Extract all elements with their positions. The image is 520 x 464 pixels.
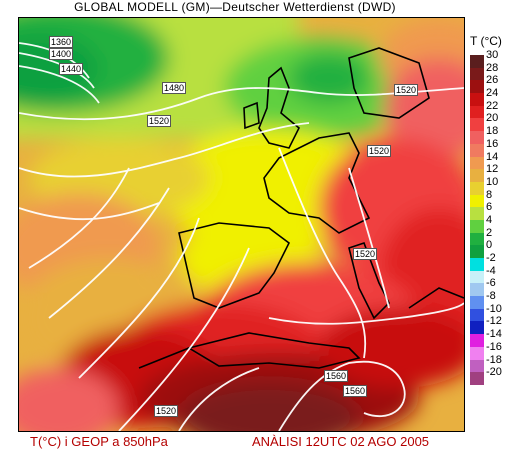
legend-row: 14: [470, 151, 520, 170]
legend-swatch: [470, 131, 484, 144]
legend-row: -18: [470, 354, 520, 373]
legend-row: 10: [470, 176, 520, 195]
legend-label: 16: [486, 137, 499, 150]
legend-label: 22: [486, 99, 499, 112]
legend-swatch: [470, 258, 484, 271]
legend-label: 18: [486, 125, 499, 138]
legend-swatch: [470, 321, 484, 335]
legend-swatch: [470, 93, 484, 106]
legend-swatch: [470, 245, 484, 258]
legend-swatch: [470, 283, 484, 297]
legend-label: 28: [486, 61, 499, 74]
legend-row: 26: [470, 74, 520, 94]
legend-swatch: [470, 194, 484, 208]
legend-swatch: [470, 169, 484, 182]
legend-row: 28: [470, 62, 520, 81]
legend-row: 22: [470, 100, 520, 119]
legend-row: 20: [470, 112, 520, 132]
legend-row: -14: [470, 328, 520, 347]
legend-label: 24: [486, 87, 499, 100]
legend-row: 30: [470, 49, 520, 68]
legend-label: -2: [486, 252, 496, 264]
legend-swatch: [470, 118, 484, 132]
contour-label: 1520: [154, 405, 179, 417]
legend-row: 18: [470, 125, 520, 144]
legend-swatch: [470, 143, 484, 157]
legend-label: -16: [486, 340, 502, 353]
contour-label: 1360: [49, 36, 74, 48]
legend-row: 6: [470, 201, 520, 220]
legend-row: -10: [470, 303, 520, 322]
legend-swatch: [470, 181, 484, 195]
legend-label: 10: [486, 175, 499, 188]
contour-label: 1520: [394, 84, 419, 96]
legend-row: 16: [470, 138, 520, 157]
contour-label: 1560: [343, 385, 368, 397]
legend-row: 24: [470, 87, 520, 106]
legend-label: 2: [486, 226, 493, 239]
legend-swatch: [470, 80, 484, 94]
legend-swatch: [470, 359, 484, 373]
legend-row: -8: [470, 290, 520, 309]
legend-title: T (°C): [470, 34, 502, 48]
legend-label: 14: [486, 150, 499, 163]
legend-swatch: [470, 55, 484, 68]
legend-swatch: [470, 67, 484, 81]
legend-swatch: [470, 308, 484, 322]
contour-label: 1480: [162, 82, 187, 94]
legend-label: -12: [486, 315, 502, 328]
legend-row: -2: [470, 252, 520, 271]
legend-row: -12: [470, 315, 520, 335]
contour-label: 1560: [324, 370, 349, 382]
contour-label: 1520: [367, 145, 392, 157]
legend-label: 8: [486, 188, 493, 201]
legend-row: 12: [470, 163, 520, 182]
legend-label: 12: [486, 163, 499, 176]
footer-variable: T(°C) i GEOP a 850hPa: [30, 434, 168, 449]
legend-row: -20: [470, 366, 520, 385]
legend-label: -8: [486, 290, 496, 303]
contour-label: 1400: [49, 48, 74, 60]
legend-swatch: [470, 296, 484, 309]
legend-label: -18: [486, 353, 502, 366]
temperature-legend: 30 28 26 24 22 20 18 16 14 12 10 8 6 4 2 0 -2 -4 -6 -8 -10 -1…: [470, 49, 520, 385]
legend-swatch: [470, 219, 484, 233]
legend-row: 2: [470, 227, 520, 246]
legend-swatch: [470, 372, 484, 385]
footer-analysis-time: ANÀLISI 12UTC 02 AGO 2005: [252, 434, 430, 449]
legend-label: 4: [486, 213, 493, 226]
map-canvas: [19, 18, 464, 431]
legend-row: -6: [470, 277, 520, 297]
contour-label: 1520: [147, 115, 172, 127]
contour-label: 1440: [59, 63, 84, 75]
legend-label: 30: [486, 49, 499, 61]
legend-row: 0: [470, 239, 520, 258]
legend-swatch: [470, 156, 484, 170]
legend-label: -20: [486, 366, 502, 379]
legend-swatch: [470, 105, 484, 119]
legend-label: -14: [486, 328, 502, 341]
contour-label: 1520: [353, 248, 378, 260]
legend-label: 6: [486, 201, 493, 214]
legend-label: -6: [486, 277, 496, 290]
legend-label: 20: [486, 112, 499, 125]
legend-row: 8: [470, 189, 520, 208]
legend-row: -4: [470, 265, 520, 284]
legend-label: -10: [486, 302, 502, 315]
legend-label: 0: [486, 239, 493, 252]
map-title: GLOBAL MODELL (GM)—Deutscher Wetterdiens…: [74, 0, 396, 14]
temperature-map: 1360 1400 1440 1480 1520 1520 1520 1520 …: [18, 17, 465, 432]
legend-swatch: [470, 232, 484, 246]
legend-row: 4: [470, 214, 520, 233]
legend-swatch: [470, 207, 484, 220]
legend-swatch: [470, 270, 484, 284]
legend-label: -4: [486, 264, 496, 277]
legend-label: 26: [486, 74, 499, 87]
legend-swatch: [470, 346, 484, 360]
legend-row: -16: [470, 341, 520, 360]
legend-swatch: [470, 334, 484, 347]
